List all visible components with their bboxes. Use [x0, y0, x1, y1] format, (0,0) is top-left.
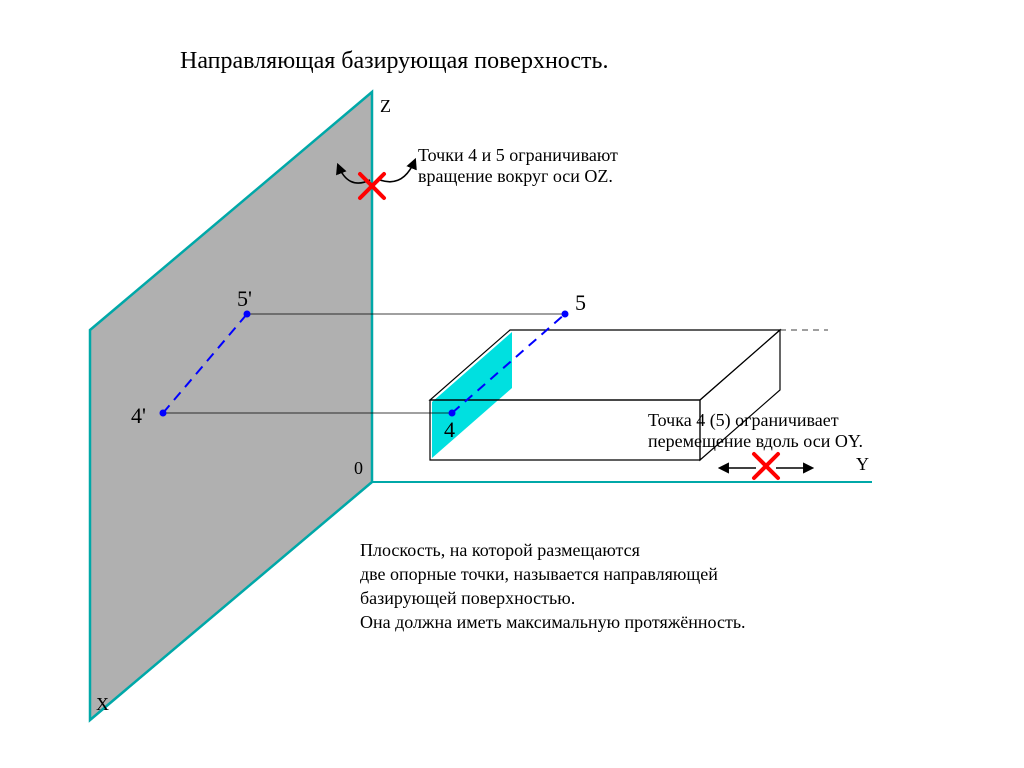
point-p4-label: 4 [444, 417, 455, 443]
definition-line-1: две опорные точки, называется направляющ… [360, 564, 718, 585]
point-p5p-label: 5' [237, 286, 252, 312]
translation-constraint-text: Точка 4 (5) ограничивает перемещение вдо… [648, 410, 863, 452]
definition-line-3: Она должна иметь максимальную протяжённо… [360, 612, 746, 633]
point-p4p-label: 4' [131, 403, 146, 429]
axis-z-label: Z [380, 96, 391, 117]
point-p5-label: 5 [575, 290, 586, 316]
definition-line-0: Плоскость, на которой размещаются [360, 540, 640, 561]
diagram-title: Направляющая базирующая поверхность. [180, 48, 608, 75]
axis-y-label: Y [856, 454, 869, 475]
rotation-constraint-text: Точки 4 и 5 ограничивают вращение вокруг… [418, 145, 618, 187]
axis-x-label: X [96, 694, 109, 715]
axis-origin-label: 0 [354, 458, 363, 479]
definition-line-2: базирующей поверхностью. [360, 588, 575, 609]
